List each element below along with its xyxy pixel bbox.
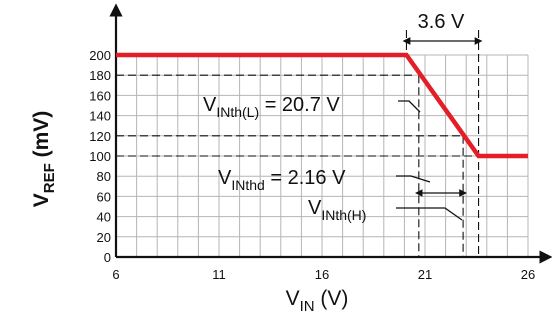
y-tick-label: 120: [89, 129, 111, 144]
y-tick-label: 40: [97, 210, 111, 225]
vinthd-label: VINthd = 2.16 V: [218, 167, 346, 193]
axes: [109, 3, 552, 264]
y-tick-label: 140: [89, 109, 111, 124]
annotations: 3.6 V VINth(L) = 20.7 V VINthd = 2.16 V …: [203, 11, 483, 223]
tick-labels: 0 20 40 60 80 100 120 140 160 180 200 6 11 16 21 26: [89, 48, 535, 282]
series-layer: [115, 52, 529, 159]
series-line-0: [116, 52, 528, 159]
vinth-h-leader: [396, 207, 463, 221]
y-tick-label: 100: [89, 149, 111, 164]
y-tick-label: 0: [104, 250, 111, 265]
x-tick-label: 6: [112, 267, 119, 282]
x-tick-label: 16: [315, 267, 329, 282]
y-tick-label: 60: [97, 189, 111, 204]
x-tick-label: 21: [418, 267, 432, 282]
vinthd-leader: [396, 175, 431, 183]
x-tick-label: 26: [521, 267, 535, 282]
vinth-h-label: VINth(H): [308, 197, 366, 223]
y-tick-label: 80: [97, 169, 111, 184]
y-axis-label: VREF (mV): [30, 111, 58, 208]
vinth-l-leader: [398, 100, 421, 113]
y-tick-label: 20: [97, 230, 111, 245]
reference-lines: [116, 30, 480, 257]
y-tick-label: 160: [89, 88, 111, 103]
x-tick-label: 11: [212, 267, 226, 282]
y-tick-label: 200: [89, 48, 111, 63]
y-tick-label: 180: [89, 68, 111, 83]
vinth-l-label: VINth(L) = 20.7 V: [203, 94, 340, 120]
width-label: 3.6 V: [418, 11, 465, 33]
x-axis-label: VIN (V): [286, 287, 349, 315]
